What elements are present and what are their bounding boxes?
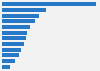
Bar xyxy=(2,8,46,12)
Bar xyxy=(2,59,15,63)
Bar xyxy=(2,53,19,57)
Bar xyxy=(2,48,21,52)
Bar xyxy=(2,25,30,29)
Bar xyxy=(2,19,35,23)
Bar xyxy=(2,65,10,69)
Bar xyxy=(2,42,24,46)
Bar xyxy=(2,31,28,35)
Bar xyxy=(2,14,39,18)
Bar xyxy=(2,2,96,6)
Bar xyxy=(2,36,26,40)
